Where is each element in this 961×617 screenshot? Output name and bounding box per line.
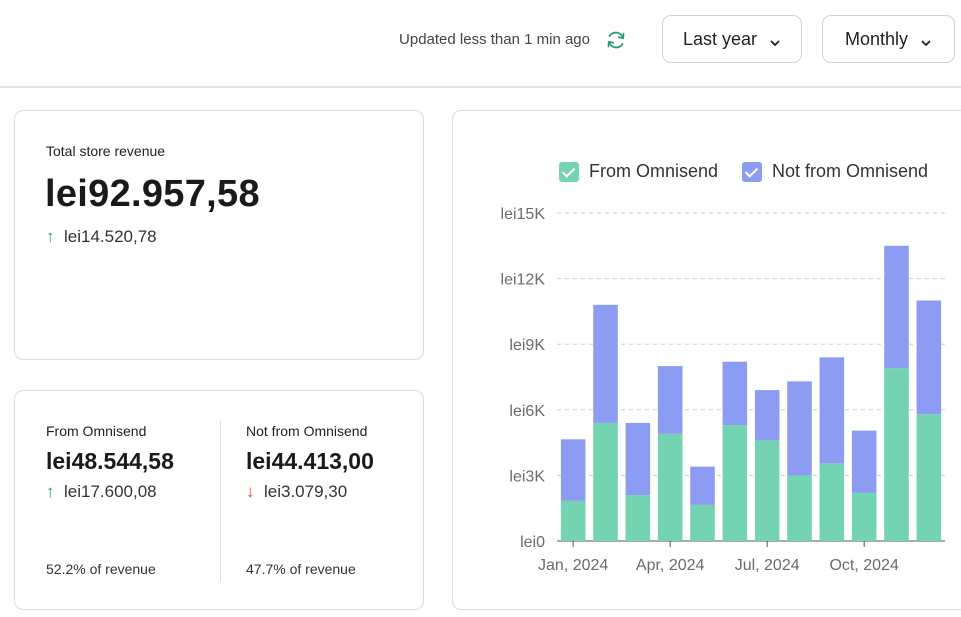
total-revenue-value: lei92.957,58 [45, 173, 260, 215]
bar-from-omnisend [625, 495, 651, 541]
bar-not-from-omnisend [722, 361, 748, 426]
y-tick-label: lei12K [501, 272, 546, 289]
bar-not-from-omnisend [819, 357, 845, 464]
bar-from-omnisend [884, 368, 909, 541]
from-omnisend-delta-value: lei17.600,08 [64, 482, 157, 501]
bar-not-from-omnisend [625, 422, 651, 496]
y-tick-label: lei3K [509, 468, 545, 485]
from-omnisend-percent: 52.2% of revenue [46, 561, 156, 577]
from-omnisend-value: lei48.544,58 [46, 448, 174, 474]
period-select[interactable]: Monthly [822, 15, 955, 63]
bar-from-omnisend [560, 500, 586, 541]
bar-from-omnisend [690, 504, 715, 541]
chevron-down-icon [769, 33, 781, 46]
x-tick-label: Oct, 2024 [829, 557, 898, 574]
bar-from-omnisend [819, 463, 845, 541]
bar-not-from-omnisend [657, 366, 683, 434]
y-tick-label: lei15K [501, 206, 546, 223]
not-from-omnisend-percent: 47.7% of revenue [246, 561, 356, 577]
y-tick-label: lei9K [509, 337, 545, 354]
bar-from-omnisend [754, 440, 780, 541]
x-tick-label: Jan, 2024 [538, 557, 608, 574]
from-omnisend-percent-suffix: of revenue [89, 561, 156, 577]
chevron-down-icon [920, 33, 932, 46]
checkbox-checked-icon[interactable] [559, 161, 579, 182]
y-tick-label: lei6K [509, 403, 545, 420]
arrow-up-icon: ↑ [46, 227, 55, 246]
bar-from-omnisend [916, 414, 942, 541]
revenue-split-card: From Omnisend lei48.544,58 ↑ lei17.600,08… [14, 390, 424, 610]
not-from-omnisend-label: Not from Omnisend [246, 423, 368, 439]
top-toolbar: Updated less than 1 min ago Last year Mo… [0, 0, 961, 88]
period-value: Monthly [844, 28, 909, 49]
bar-from-omnisend [722, 425, 748, 541]
not-from-omnisend-delta: ↓ lei3.079,30 [246, 482, 347, 502]
total-revenue-delta-value: lei14.520,78 [64, 227, 157, 246]
bar-not-from-omnisend [754, 390, 780, 441]
arrow-up-icon: ↑ [46, 482, 55, 501]
x-tick-label: Apr, 2024 [636, 557, 705, 574]
not-from-omnisend-delta-value: lei3.079,30 [264, 482, 348, 501]
checkbox-checked-icon[interactable] [742, 161, 762, 182]
from-omnisend-label: From Omnisend [46, 423, 147, 439]
not-from-omnisend-percent-value: 47.7% [246, 561, 286, 577]
x-tick-label: Jul, 2024 [735, 557, 800, 574]
revenue-chart-card: From Omnisend Not from Omnisend lei0 lei3… [452, 110, 961, 610]
from-omnisend-percent-value: 52.2% [46, 561, 86, 577]
bar-not-from-omnisend [593, 304, 618, 423]
bar-from-omnisend [851, 492, 877, 541]
legend-label-from-omnisend: From Omnisend [589, 161, 719, 181]
arrow-down-icon: ↓ [246, 482, 255, 501]
bar-from-omnisend [593, 422, 618, 541]
not-from-omnisend-percent-suffix: of revenue [289, 561, 356, 577]
date-range-value: Last year [682, 28, 758, 49]
split-divider [220, 421, 221, 581]
legend-label-not-from-omnisend: Not from Omnisend [772, 161, 929, 181]
bar-from-omnisend [657, 433, 683, 541]
legend-item-from-omnisend[interactable]: From Omnisend [559, 161, 718, 182]
bar-not-from-omnisend [787, 381, 812, 476]
bar-not-from-omnisend [690, 466, 715, 505]
not-from-omnisend-value: lei44.413,00 [246, 448, 374, 474]
refresh-icon[interactable] [604, 28, 628, 52]
bar-from-omnisend [787, 475, 812, 541]
y-tick-label: lei0 [520, 534, 545, 551]
bar-not-from-omnisend [916, 300, 942, 415]
from-omnisend-delta: ↑ lei17.600,08 [46, 482, 157, 502]
bar-not-from-omnisend [560, 439, 586, 501]
total-revenue-delta: ↑ lei14.520,78 [46, 227, 157, 247]
bar-not-from-omnisend [884, 245, 909, 369]
bar-not-from-omnisend [851, 430, 877, 493]
updated-status: Updated less than 1 min ago [399, 31, 590, 48]
revenue-bar-chart: lei0 lei3K lei6K lei9K lei12K lei15K Jan, 2024… [501, 206, 945, 574]
total-revenue-label: Total store revenue [46, 143, 166, 159]
legend-item-not-from-omnisend[interactable]: Not from Omnisend [742, 161, 928, 182]
total-revenue-card: Total store revenue lei92.957,58 ↑ lei14.… [14, 110, 424, 360]
date-range-select[interactable]: Last year [662, 15, 802, 63]
